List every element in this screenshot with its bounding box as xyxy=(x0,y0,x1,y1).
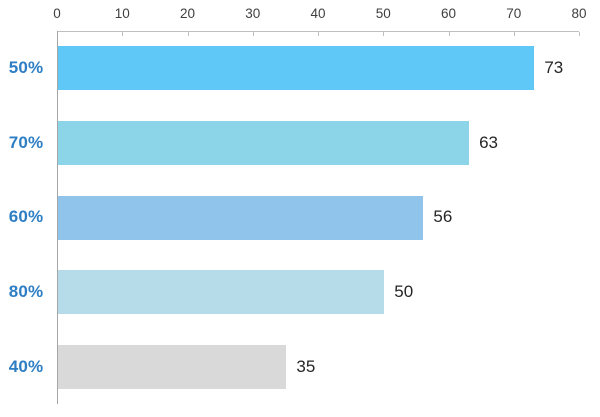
x-tick-mark xyxy=(187,32,189,36)
bar xyxy=(58,195,424,240)
x-tick-label: 50 xyxy=(375,6,391,21)
bar xyxy=(58,46,535,91)
category-label: 60% xyxy=(8,207,44,227)
x-tick-label: 60 xyxy=(440,6,457,21)
category-label: 50% xyxy=(8,58,44,78)
bar xyxy=(58,120,470,165)
bar xyxy=(58,270,385,315)
x-tick-label: 80 xyxy=(571,6,587,21)
x-tick-label: 70 xyxy=(506,6,522,21)
x-tick-mark xyxy=(122,32,124,36)
category-label: 40% xyxy=(8,356,44,376)
x-tick-mark xyxy=(448,32,450,36)
x-axis-line xyxy=(57,31,579,32)
x-tick-mark xyxy=(318,32,319,36)
value-label: 73 xyxy=(544,58,564,78)
value-label: 56 xyxy=(433,207,453,227)
category-label: 70% xyxy=(8,132,44,152)
x-tick-label: 10 xyxy=(114,6,130,21)
y-axis-line xyxy=(57,31,58,404)
category-label: 80% xyxy=(8,282,44,302)
x-tick-mark xyxy=(252,32,254,36)
x-tick-mark xyxy=(383,32,385,36)
bar xyxy=(58,344,287,389)
x-tick-label: 0 xyxy=(53,6,61,21)
value-label: 35 xyxy=(296,356,316,376)
x-tick-label: 20 xyxy=(179,6,196,21)
value-label: 63 xyxy=(479,132,498,152)
x-tick-label: 40 xyxy=(310,6,326,21)
value-label: 50 xyxy=(394,282,414,302)
x-tick-label: 30 xyxy=(245,6,261,21)
x-tick-mark xyxy=(513,32,515,36)
x-tick-mark xyxy=(579,32,580,36)
